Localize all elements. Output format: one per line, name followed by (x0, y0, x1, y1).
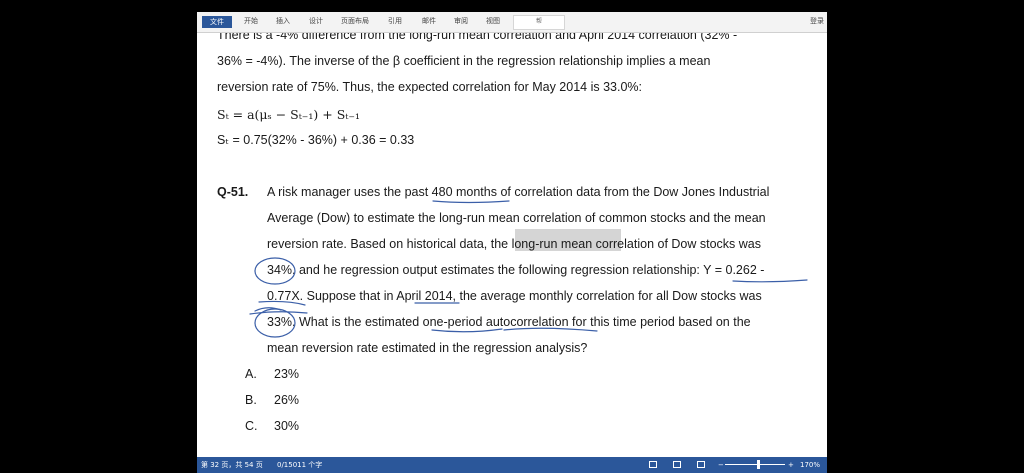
zoom-out-icon[interactable]: − (718, 461, 724, 469)
ribbon-tabs: 文件 开始 插入 设计 页面布局 引用 邮件 审阅 视图 帮 登录 (197, 12, 827, 33)
zoom-slider-thumb[interactable] (757, 460, 760, 469)
ink-underline (732, 279, 808, 283)
web-layout-icon[interactable] (697, 461, 705, 468)
paragraph-line: 36% = -4%). The inverse of the β coeffic… (217, 54, 711, 68)
tab-review[interactable]: 审阅 (454, 17, 468, 25)
question-number: Q-51. (217, 185, 249, 199)
option-letter: B. (245, 393, 257, 407)
option-letter: C. (245, 419, 258, 433)
tab-file[interactable]: 文件 (202, 16, 232, 28)
question-line: mean reversion rate estimated in the reg… (267, 341, 588, 355)
tell-me-search[interactable]: 帮 (513, 15, 565, 30)
paragraph-line: There is a -4% difference from the long-… (217, 33, 738, 42)
tab-references[interactable]: 引用 (388, 17, 402, 25)
tab-home[interactable]: 开始 (244, 17, 258, 25)
option-value: 23% (274, 367, 300, 381)
text-selection-highlight (515, 229, 621, 251)
tab-design[interactable]: 设计 (309, 17, 323, 25)
page-counter[interactable]: 第 32 页，共 54 页 (201, 461, 263, 469)
zoom-level[interactable]: 170% (800, 461, 821, 469)
question-line: 33%. What is the estimated one-period au… (267, 315, 751, 329)
tab-mailings[interactable]: 邮件 (422, 17, 436, 25)
zoom-in-icon[interactable]: + (788, 461, 794, 469)
option-letter: A. (245, 367, 257, 381)
word-window: 文件 开始 插入 设计 页面布局 引用 邮件 审阅 视图 帮 登录 There … (197, 12, 827, 473)
formula-symbolic: Sₜ = a(μₛ − Sₜ₋₁) + Sₜ₋₁ (217, 107, 360, 122)
word-counter[interactable]: 0/15011 个字 (277, 461, 323, 469)
question-line: reversion rate. Based on historical data… (267, 237, 761, 251)
ink-stroke (254, 307, 282, 312)
question-line: 34%, and he regression output estimates … (267, 263, 765, 277)
formula-numeric: Sₜ = 0.75(32% - 36%) + 0.36 = 0.33 (217, 133, 415, 147)
tab-view[interactable]: 视图 (486, 17, 500, 25)
option-value: 30% (274, 419, 300, 433)
login-link[interactable]: 登录 (810, 17, 824, 25)
document-page: There is a -4% difference from the long-… (197, 33, 827, 457)
option-value: 26% (274, 393, 300, 407)
paragraph-line: reversion rate of 75%. Thus, the expecte… (217, 80, 642, 94)
print-layout-icon[interactable] (673, 461, 681, 468)
question-line: Average (Dow) to estimate the long-run m… (267, 211, 766, 225)
tab-layout[interactable]: 页面布局 (341, 17, 369, 25)
tab-insert[interactable]: 插入 (276, 17, 290, 25)
read-mode-icon[interactable] (649, 461, 657, 468)
zoom-slider[interactable] (725, 464, 785, 465)
question-line: A risk manager uses the past 480 months … (267, 185, 770, 199)
ink-underline (432, 200, 510, 204)
status-bar: 第 32 页，共 54 页 0/15011 个字 − + 170% (197, 457, 827, 473)
question-line: 0.77X. Suppose that in April 2014, the a… (267, 289, 762, 303)
